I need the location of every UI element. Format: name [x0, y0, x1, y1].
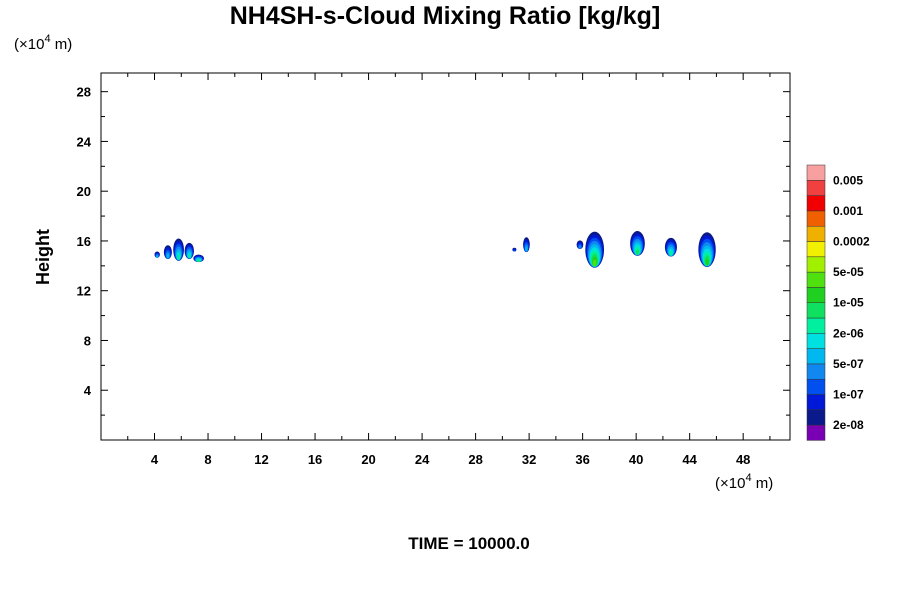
x-tick-label: 28	[468, 452, 482, 467]
colorbar-label: 2e-08	[833, 418, 864, 432]
cloud-contour	[635, 249, 640, 255]
cloud-cell	[173, 238, 184, 261]
x-unit-label: (×104 m)	[715, 472, 773, 492]
colorbar-swatch	[806, 210, 826, 227]
colorbar-label: 1e-07	[833, 388, 864, 402]
colorbar-label: 5e-07	[833, 357, 864, 371]
colorbar-swatch	[806, 180, 826, 196]
cloud-cell	[698, 232, 716, 268]
colorbar-swatch	[806, 225, 826, 242]
cloud-contour	[177, 254, 180, 261]
cloud-contour	[156, 255, 159, 258]
plot-frame	[100, 72, 791, 441]
colorbar-label: 0.001	[833, 204, 863, 218]
y-tick-label: 28	[77, 85, 91, 100]
x-tick-label: 12	[254, 452, 268, 467]
x-tick-label: 44	[682, 452, 697, 467]
x-tick-label: 4	[151, 452, 159, 467]
x-tick-label: 16	[308, 452, 322, 467]
colorbar-swatch	[806, 348, 826, 365]
colorbar-label: 2e-06	[833, 326, 864, 340]
colorbar-swatch	[806, 333, 826, 349]
cloud-cell	[512, 247, 517, 252]
colorbar-swatch	[806, 409, 826, 426]
colorbar-swatch	[806, 394, 826, 411]
cloud-cell	[576, 240, 584, 250]
cloud-cell	[193, 254, 205, 263]
cloud-contour	[578, 245, 582, 249]
time-label: TIME = 10000.0	[408, 534, 529, 553]
cloud-cell	[184, 242, 194, 259]
x-axis: 4 8 12 16 20 24 28 32 36 40 44 48	[127, 73, 771, 467]
x-tick-label: 48	[736, 452, 750, 467]
cloud-contour	[669, 251, 673, 256]
cloud-cell	[585, 231, 605, 268]
cloud-cell	[664, 237, 677, 257]
colorbar-swatch	[806, 271, 826, 288]
cloud-contour	[705, 258, 709, 266]
colorbar-label: 1e-05	[833, 296, 864, 310]
x-tick-label: 20	[361, 452, 375, 467]
cloud-cell	[154, 251, 160, 258]
colorbar-swatch	[806, 378, 826, 395]
cloud-contour	[166, 253, 170, 259]
x-tick-label: 36	[575, 452, 589, 467]
colorbar-label: 0.005	[833, 173, 863, 187]
cloud-contour	[513, 249, 516, 252]
cloud-contour	[525, 246, 528, 252]
y-unit-label: (×104 m)	[14, 33, 72, 53]
y-tick-label: 8	[84, 333, 91, 348]
chart-title: NH4SH-s-Cloud Mixing Ratio [kg/kg]	[230, 2, 661, 30]
y-tick-label: 4	[84, 383, 92, 398]
y-tick-label: 20	[77, 184, 91, 199]
cloud-cell	[163, 245, 172, 259]
colorbar-swatch	[806, 302, 826, 319]
x-tick-label: 8	[204, 452, 211, 467]
clouds-layer	[154, 230, 716, 268]
colorbar-label: 0.0002	[833, 235, 870, 249]
colorbar-swatch	[806, 317, 826, 334]
cloud-cell	[523, 237, 530, 253]
x-tick-label: 24	[415, 452, 430, 467]
y-tick-label: 24	[77, 134, 92, 149]
cloud-contour	[592, 259, 597, 267]
colorbar: 2e-08 1e-07 5e-07 2e-06 1e-05 5e-05 0.0002 0.00…	[806, 164, 870, 441]
colorbar-swatch	[806, 164, 826, 181]
x-tick-label: 32	[522, 452, 536, 467]
colorbar-swatch	[806, 256, 826, 273]
x-tick-label: 40	[629, 452, 643, 467]
cloud-contour	[197, 259, 200, 262]
cloud-contour	[188, 254, 191, 259]
colorbar-swatch	[806, 424, 826, 441]
colorbar-label: 5e-05	[833, 265, 864, 279]
colorbar-swatch	[806, 195, 826, 212]
y-axis: 4 8 12 16 20 24 28	[77, 85, 790, 416]
colorbar-swatch	[806, 287, 826, 303]
y-tick-label: 16	[77, 234, 91, 249]
colorbar-swatch	[806, 363, 826, 380]
y-axis-label: Height	[33, 229, 53, 285]
cloud-cell	[630, 230, 645, 256]
colorbar-swatch	[806, 241, 826, 258]
y-tick-label: 12	[77, 284, 91, 299]
